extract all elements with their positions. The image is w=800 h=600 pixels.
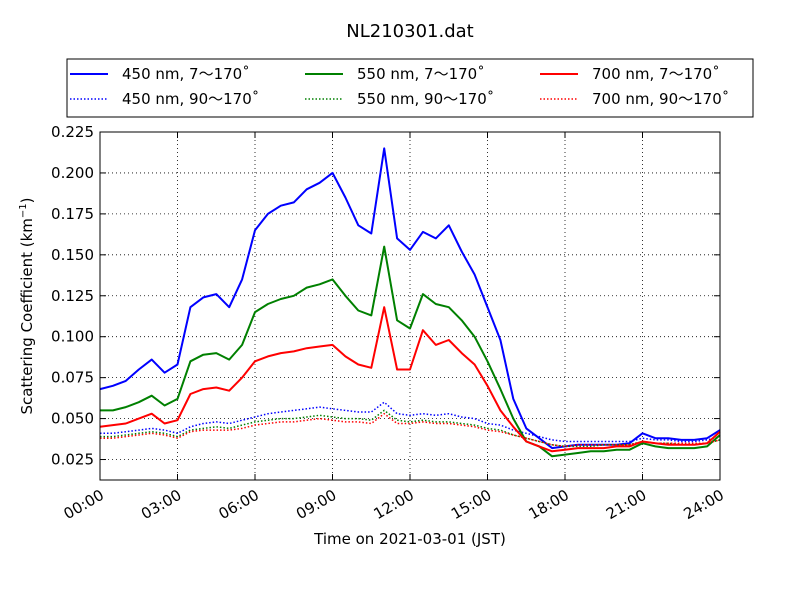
- y-axis-label-main: Scattering Coefficient (km: [18, 218, 36, 414]
- y-tick-label: 0.050: [51, 410, 94, 428]
- y-axis-label-close: ): [18, 197, 36, 203]
- legend-label-5: 700 nm, 90～170˚: [592, 90, 729, 108]
- x-axis-label: Time on 2021-03-01 (JST): [313, 530, 506, 548]
- y-axis-label-superscript: −1: [18, 203, 29, 218]
- series-line-5: [100, 412, 721, 448]
- grid: [100, 132, 720, 480]
- series-line-1: [100, 401, 721, 443]
- legend-label-3: 550 nm, 90～170˚: [357, 90, 494, 108]
- chart-title: NL210301.dat: [346, 21, 473, 42]
- legend-label-4: 700 nm, 7～170˚: [592, 65, 720, 83]
- series-line-2: [100, 245, 721, 458]
- series-line-3: [100, 409, 721, 448]
- y-tick-label: 0.025: [51, 451, 94, 469]
- legend-label-1: 450 nm, 90～170˚: [122, 90, 259, 108]
- y-axis-label: Scattering Coefficient (km−1): [18, 197, 36, 414]
- plot-area: [100, 132, 720, 480]
- y-tick-label: 0.175: [51, 205, 94, 223]
- legend-label-0: 450 nm, 7～170˚: [122, 65, 250, 83]
- y-tick-label: 0.200: [51, 164, 94, 182]
- y-axis: 0.025 0.050 0.075 0.100 0.125 0.150 0.175 0.200…: [51, 123, 720, 469]
- series-line-4: [99, 306, 721, 453]
- y-tick-label: 0.125: [51, 287, 94, 305]
- legend-box: [66, 58, 754, 118]
- legend-label-2: 550 nm, 7～170˚: [357, 65, 485, 83]
- series-group: [99, 147, 721, 458]
- y-tick-label: 0.225: [51, 123, 94, 141]
- y-tick-label: 0.075: [51, 369, 94, 387]
- y-tick-label: 0.150: [51, 246, 94, 264]
- y-tick-label: 0.100: [51, 328, 94, 346]
- legend: 450 nm, 7～170˚ 450 nm, 90～170˚ 550 nm, 7～1…: [66, 58, 754, 118]
